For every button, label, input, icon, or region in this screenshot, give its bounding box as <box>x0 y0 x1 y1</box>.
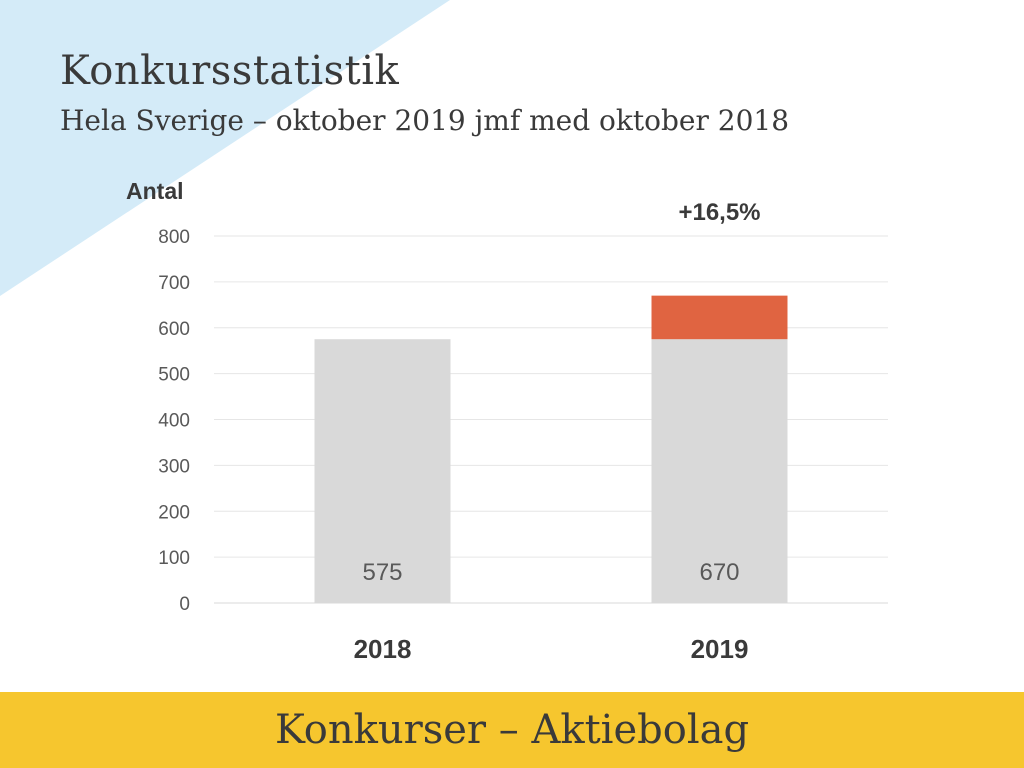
y-tick-label: 600 <box>158 319 190 340</box>
change-annotation: +16,5% <box>678 199 760 226</box>
y-tick-label: 800 <box>158 227 190 248</box>
y-tick-label: 200 <box>158 502 190 523</box>
bar-segment-2018-0 <box>314 339 451 603</box>
bar-segment-2019-1 <box>651 295 788 340</box>
y-axis-label: Antal <box>126 178 184 204</box>
y-tick-label: 100 <box>158 548 190 569</box>
x-category-label-2019: 2019 <box>691 634 749 664</box>
slide-title: Konkursstatistik <box>60 48 400 94</box>
y-tick-label: 700 <box>158 273 190 294</box>
data-label-2018: 575 <box>362 559 402 586</box>
footer-text: Konkurser – Aktiebolag <box>274 707 750 753</box>
y-tick-label: 500 <box>158 365 190 386</box>
chart-labels: 0 100 200 300 400 500 600 700 800 Antal 575 2018 670… <box>126 178 761 664</box>
y-tick-label: 0 <box>179 594 190 615</box>
data-label-2019: 670 <box>699 559 739 586</box>
bar-segment-2019-0 <box>651 339 788 603</box>
corner-triangle-shape <box>0 0 450 296</box>
bars <box>314 295 788 603</box>
footer-bar: Konkurser – Aktiebolag <box>0 692 1024 768</box>
bar-chart: 0 100 200 300 400 500 600 700 800 Antal 575 2018 670… <box>126 178 888 664</box>
x-category-label-2018: 2018 <box>354 634 412 664</box>
y-tick-label: 300 <box>158 456 190 477</box>
y-tick-label: 400 <box>158 411 190 432</box>
slide-subtitle: Hela Sverige – oktober 2019 jmf med okto… <box>60 104 790 137</box>
